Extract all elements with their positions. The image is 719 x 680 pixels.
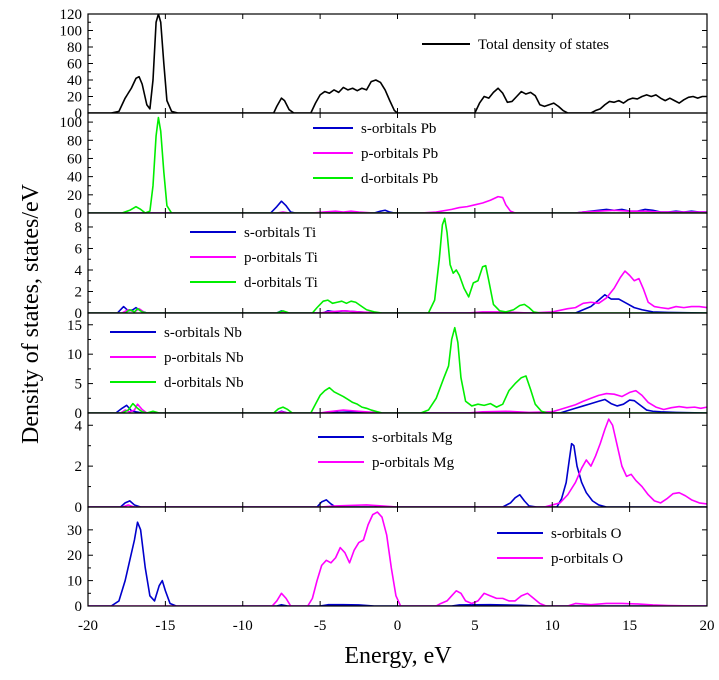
legend-label: Total density of states bbox=[478, 37, 609, 53]
y-tick-label: 60 bbox=[67, 57, 82, 73]
x-tick-label: 10 bbox=[545, 618, 560, 634]
legend-label: d-orbitals Nb bbox=[164, 375, 244, 391]
legend-label: p-orbitals Pb bbox=[361, 146, 438, 162]
panel-nb: 0 5 10 15 s-orbitals Nb p-orbitals Nb d-orbita… bbox=[67, 312, 708, 422]
x-tick-label: -15 bbox=[155, 618, 175, 634]
y-tick-label: 100 bbox=[60, 24, 83, 40]
y-tick-label: 20 bbox=[67, 90, 82, 106]
y-tick-label: 20 bbox=[67, 188, 82, 204]
legend-label: s-orbitals Pb bbox=[361, 121, 436, 137]
y-tick-label: 4 bbox=[75, 263, 83, 279]
y-tick-label: 6 bbox=[75, 241, 83, 257]
y-tick-label: 2 bbox=[75, 284, 83, 300]
y-tick-label: 0 bbox=[75, 306, 83, 322]
legend-label: d-orbitals Ti bbox=[244, 275, 318, 291]
y-tick-label: 4 bbox=[75, 418, 83, 434]
x-tick-label: -10 bbox=[233, 618, 253, 634]
legend-label: p-orbitals O bbox=[551, 551, 623, 567]
y-tick-label: 10 bbox=[67, 574, 82, 590]
legend-label: s-orbitals Nb bbox=[164, 325, 242, 341]
legend-total: Total density of states bbox=[422, 37, 609, 53]
legend-label: s-orbitals Mg bbox=[372, 430, 453, 446]
y-tick-label: 80 bbox=[67, 133, 82, 149]
y-tick-label: 0 bbox=[75, 206, 83, 222]
y-tick-label: 60 bbox=[67, 151, 82, 167]
y-tick-label: 20 bbox=[67, 548, 82, 564]
x-tick-label: -5 bbox=[314, 618, 327, 634]
series-line-nb-0 bbox=[88, 398, 707, 413]
y-tick-label: 100 bbox=[60, 115, 83, 131]
legend-label: s-orbitals O bbox=[551, 526, 622, 542]
panel-ti: 0 2 4 6 8 s-orbitals Ti p-orbitals Ti d-orbital… bbox=[75, 212, 708, 322]
y-tick-label: 30 bbox=[67, 523, 82, 539]
y-tick-label: 8 bbox=[75, 220, 83, 236]
legend-label: p-orbitals Mg bbox=[372, 455, 455, 471]
y-tick-label: 0 bbox=[75, 406, 83, 422]
series-line-pb-2 bbox=[88, 116, 707, 213]
legend-nb: s-orbitals Nb p-orbitals Nb d-orbitals Nb bbox=[110, 325, 244, 391]
x-tick-label: 20 bbox=[700, 618, 715, 634]
legend-label: p-orbitals Nb bbox=[164, 350, 244, 366]
legend-label: p-orbitals Ti bbox=[244, 250, 318, 266]
series-line-pb-1 bbox=[88, 195, 707, 213]
x-tick-label: 5 bbox=[471, 618, 479, 634]
panel-mg: 0 2 4 s-orbitals Mg p-orbitals Mg bbox=[75, 412, 708, 516]
y-tick-label: 10 bbox=[67, 347, 82, 363]
y-tick-label: 2 bbox=[75, 459, 83, 475]
legend-ti: s-orbitals Ti p-orbitals Ti d-orbitals Ti bbox=[190, 225, 318, 291]
x-tick-label: -20 bbox=[78, 618, 98, 634]
x-tick-label: 0 bbox=[394, 618, 402, 634]
x-tick-label: 15 bbox=[622, 618, 637, 634]
y-tick-label: 15 bbox=[67, 318, 82, 334]
series-line-mg-0 bbox=[88, 442, 707, 507]
legend-pb: s-orbitals Pb p-orbitals Pb d-orbitals Pb bbox=[313, 121, 438, 187]
x-axis: -20 -15 -10 -5 0 5 10 15 20 bbox=[78, 618, 715, 634]
y-axis-title: Density of states, states/eV bbox=[18, 183, 44, 444]
legend-mg: s-orbitals Mg p-orbitals Mg bbox=[318, 430, 455, 471]
series-line-nb-2 bbox=[88, 326, 707, 413]
y-tick-label: 40 bbox=[67, 73, 82, 89]
y-tick-label: 0 bbox=[75, 500, 83, 516]
panel-pb: 0 20 40 60 80 100 s-orbitals Pb p-orbitals Pb d-… bbox=[60, 112, 708, 222]
panel-frame-total bbox=[87, 13, 708, 114]
panel-frame-ti bbox=[87, 212, 708, 314]
series-line-total-0 bbox=[88, 14, 707, 113]
y-tick-label: 40 bbox=[67, 170, 82, 186]
y-tick-label: 5 bbox=[75, 377, 83, 393]
legend-label: d-orbitals Pb bbox=[361, 171, 438, 187]
legend-label: s-orbitals Ti bbox=[244, 225, 316, 241]
y-tick-label: 0 bbox=[75, 599, 83, 615]
y-tick-label: 80 bbox=[67, 40, 82, 56]
series-line-o-1 bbox=[88, 511, 707, 606]
series-line-ti-2 bbox=[88, 217, 707, 313]
x-axis-title: Energy, eV bbox=[344, 643, 452, 669]
series-line-mg-1 bbox=[88, 418, 707, 507]
panel-o: 0 10 20 30 s-orbitals O p-orbitals O bbox=[67, 506, 708, 615]
legend-o: s-orbitals O p-orbitals O bbox=[497, 526, 623, 567]
series-line-ti-1 bbox=[88, 270, 707, 313]
y-tick-label: 120 bbox=[60, 7, 83, 23]
y-tick-label: 0 bbox=[75, 106, 83, 122]
